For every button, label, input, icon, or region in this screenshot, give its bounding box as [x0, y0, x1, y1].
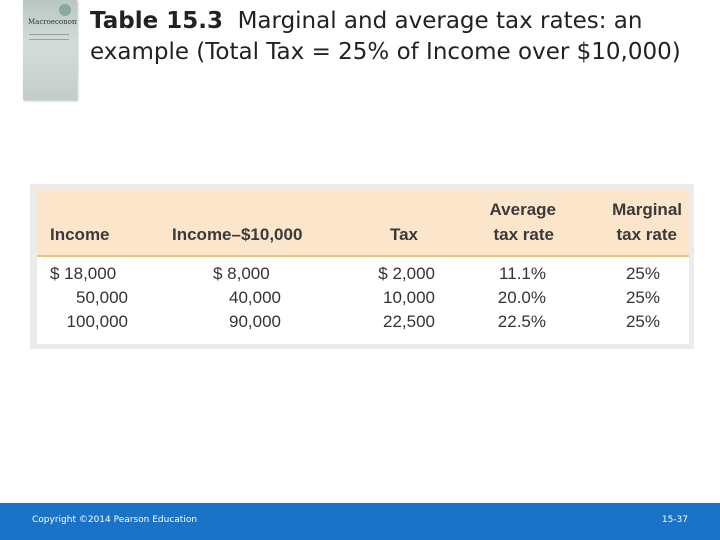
table-header — [37, 190, 689, 255]
copyright-text: Copyright ©2014 Pearson Education — [32, 515, 198, 525]
slide-title: Table 15.3 Marginal and average tax rate… — [90, 6, 710, 68]
cell-marginal-rate: 25% — [625, 312, 660, 331]
header-divider — [37, 255, 689, 257]
header-average-line1: Average — [489, 200, 556, 219]
cell-average-rate: 11.1% — [499, 264, 546, 283]
cell-tax: 10,000 — [383, 288, 435, 307]
cell-marginal-rate: 25% — [625, 264, 660, 283]
slide-title-number: Table 15.3 — [90, 8, 223, 34]
header-marginal-line1: Marginal — [612, 200, 682, 219]
slide-title-text: Marginal and average tax rates: an examp… — [90, 8, 681, 65]
cell-income: 50,000 — [76, 288, 128, 307]
cell-income-minus: $ 8,000 — [213, 264, 270, 283]
cell-marginal-rate: 25% — [625, 288, 660, 307]
cover-author-lines — [29, 34, 69, 64]
header-income: Income — [50, 225, 110, 244]
cell-income-minus: 90,000 — [229, 312, 281, 331]
header-average-line2: tax rate — [493, 225, 554, 244]
cell-income: 100,000 — [66, 312, 128, 331]
page-number: 15-37 — [661, 515, 688, 525]
cover-badge-icon — [59, 4, 71, 16]
cell-tax: $ 2,000 — [378, 264, 435, 283]
cell-income: $ 18,000 — [50, 264, 117, 283]
cell-average-rate: 20.0% — [497, 288, 546, 307]
header-tax: Tax — [389, 225, 418, 244]
book-cover-thumbnail: Macroeconomics — [23, 0, 77, 100]
footer-bar: Copyright ©2014 Pearson Education 15-37 — [0, 503, 720, 540]
cell-tax: 22,500 — [383, 312, 435, 331]
cover-title: Macroeconomics — [28, 18, 77, 26]
header-marginal-line2: tax rate — [616, 225, 677, 244]
cell-income-minus: 40,000 — [229, 288, 281, 307]
cell-average-rate: 22.5% — [497, 312, 546, 331]
header-income-minus: Income–$10,000 — [172, 225, 303, 244]
